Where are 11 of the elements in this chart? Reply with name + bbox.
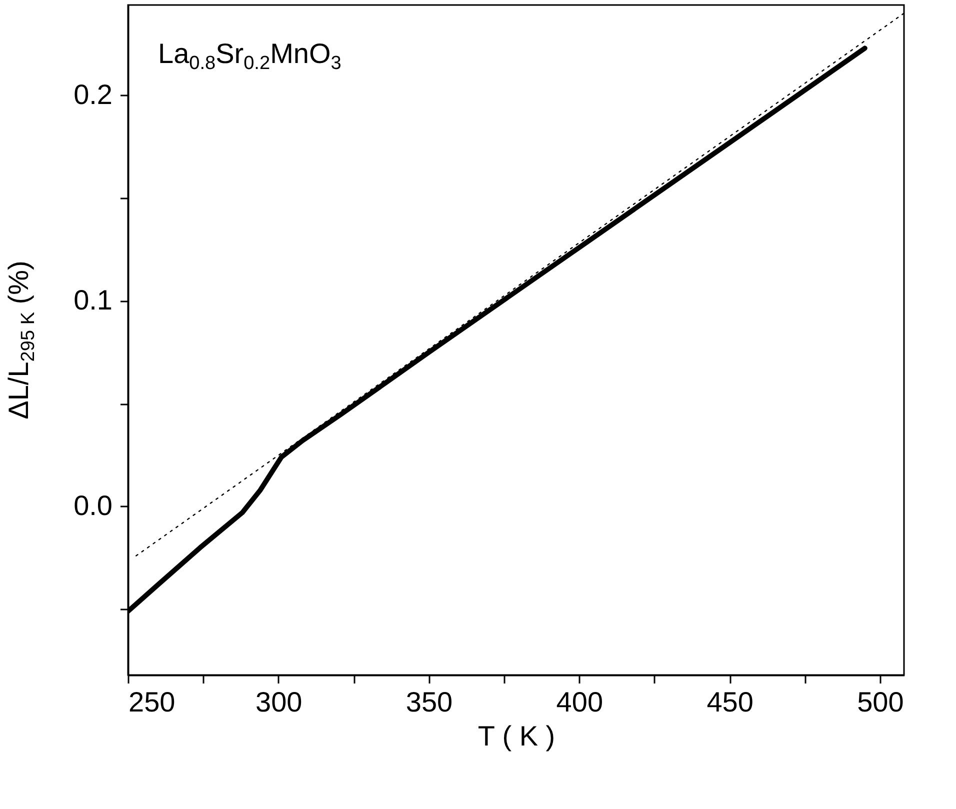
- y-tick-label: 0.2: [74, 78, 112, 110]
- x-tick-label: 500: [857, 686, 904, 718]
- x-axis-title: T ( K ): [478, 720, 556, 752]
- x-tick-label: 300: [256, 686, 302, 718]
- x-tick-label: 250: [128, 686, 176, 718]
- y-axis-title: ΔL/L295 K (%): [3, 260, 40, 420]
- x-tick-label: 350: [406, 686, 453, 718]
- y-tick-label: 0.1: [74, 284, 112, 316]
- x-tick-label: 450: [706, 686, 754, 718]
- x-tick-label: 400: [556, 686, 604, 718]
- y-tick-label: 0.0: [74, 490, 112, 521]
